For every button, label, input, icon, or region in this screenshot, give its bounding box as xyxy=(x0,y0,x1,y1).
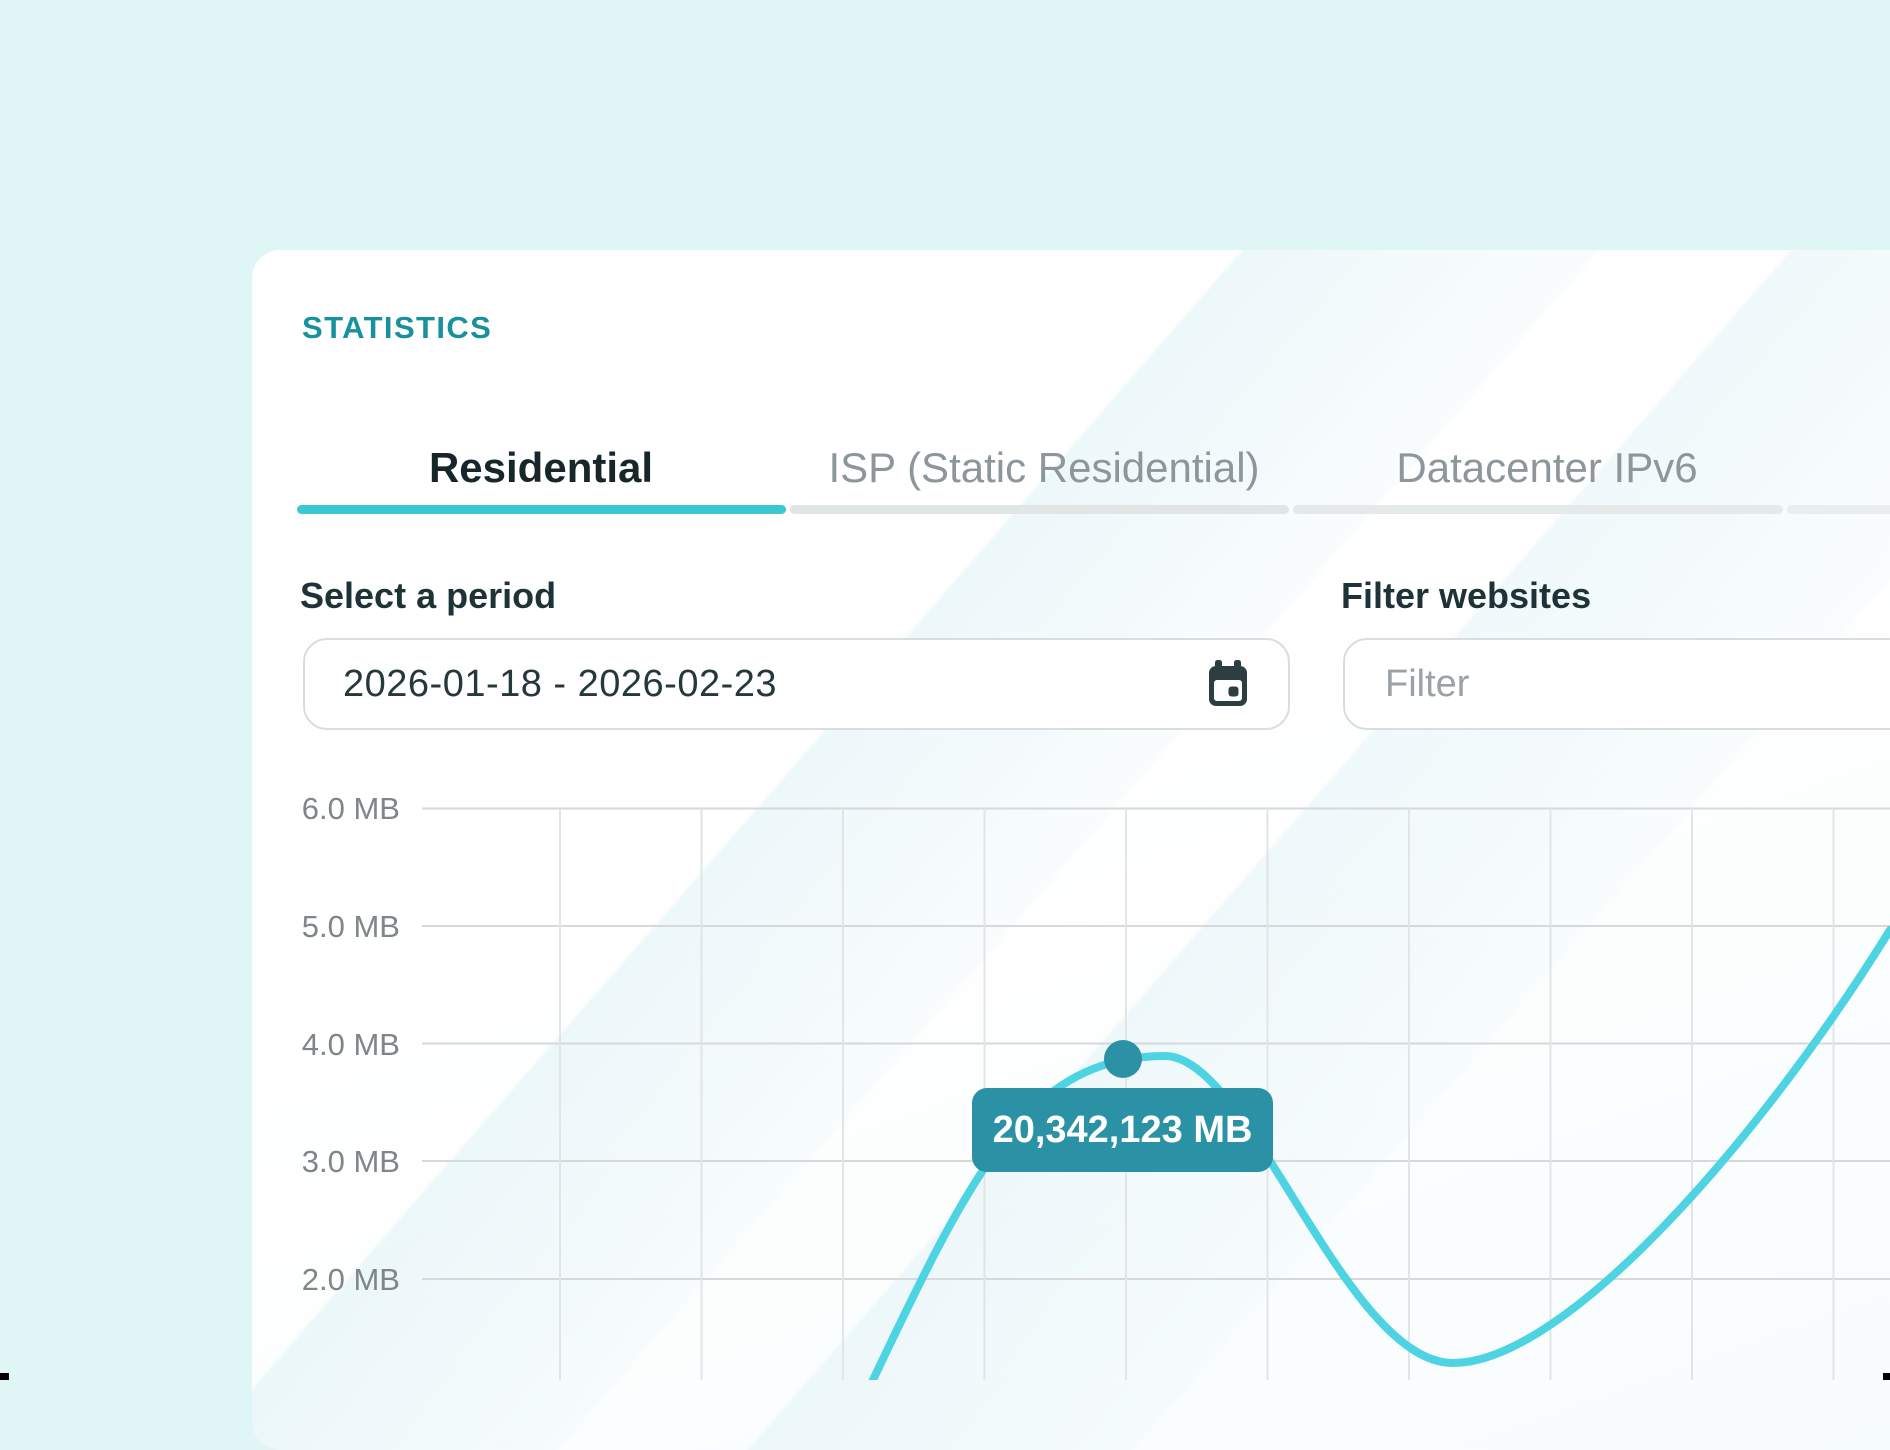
statistics-page: { "page": { "background_color": "#e0f5f6… xyxy=(0,250,1890,1450)
grid-horizontal-lines xyxy=(422,807,1890,1280)
tab-underline-track xyxy=(1787,505,1890,514)
highlighted-data-point[interactable] xyxy=(1104,1040,1142,1078)
corner-notch xyxy=(0,1373,9,1380)
page-title: STATISTICS xyxy=(302,310,493,345)
date-range-input[interactable]: 2026-01-18 - 2026-02-23 xyxy=(303,638,1290,730)
filter-websites-label: Filter websites xyxy=(1341,575,1592,616)
date-range-value: 2026-01-18 - 2026-02-23 xyxy=(343,662,778,705)
period-label: Select a period xyxy=(300,575,557,616)
active-tab-underline xyxy=(297,505,786,514)
tab-isp-static-residential[interactable]: ISP (Static Residential) xyxy=(828,444,1260,491)
corner-notch xyxy=(1883,1373,1890,1380)
calendar-icon[interactable] xyxy=(1208,660,1248,708)
filter-websites-input[interactable] xyxy=(1383,661,1787,707)
filter-websites-field[interactable] xyxy=(1343,638,1890,730)
tab-underline-track xyxy=(790,505,1289,514)
traffic-line-chart xyxy=(422,807,1890,1380)
tab-underline-track xyxy=(1293,505,1783,514)
tooltip-value: 20,342,123 MB xyxy=(992,1108,1253,1151)
tab-residential[interactable]: Residential xyxy=(428,444,654,491)
statistics-card xyxy=(252,250,1890,1450)
data-point-tooltip: 20,342,123 MB xyxy=(972,1088,1273,1172)
tab-datacenter-ipv6[interactable]: Datacenter IPv6 xyxy=(1396,444,1698,491)
